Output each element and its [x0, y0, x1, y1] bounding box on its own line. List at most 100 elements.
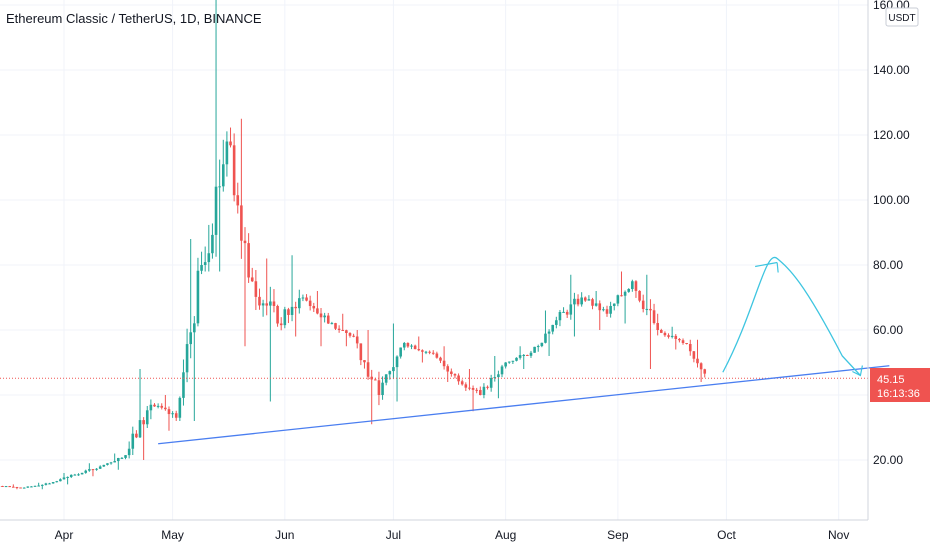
candle-body — [352, 335, 355, 337]
candle-body — [424, 351, 428, 353]
candle-body — [580, 297, 583, 305]
candle-body — [446, 366, 450, 372]
candle-body — [529, 352, 533, 356]
candle-body — [218, 186, 221, 188]
candle-body — [497, 374, 500, 378]
candle-body — [290, 306, 294, 315]
candle-body — [551, 324, 554, 332]
time-tick-label: Apr — [55, 528, 74, 542]
candle-body — [236, 195, 240, 206]
candle-body — [174, 413, 178, 418]
candle-body — [312, 306, 316, 309]
drawings — [0, 256, 890, 445]
candle-body — [269, 301, 272, 306]
candle-body — [475, 389, 478, 391]
candle-body — [102, 464, 106, 467]
candle-body — [602, 309, 605, 311]
currency-badge[interactable]: USDT — [885, 7, 919, 27]
candle-body — [366, 362, 370, 377]
candle-body — [98, 466, 102, 469]
candle-body — [515, 357, 518, 361]
candle-body — [355, 336, 359, 344]
candle-body — [421, 350, 424, 352]
candle-body — [193, 323, 196, 333]
candle-body — [301, 297, 305, 299]
candle-body — [247, 243, 250, 278]
time-tick-label: Oct — [717, 528, 736, 542]
candle-body — [583, 297, 587, 301]
candle-body — [471, 388, 475, 390]
time-axis[interactable]: Apr May Jun Jul Aug Sep Oct Nov — [55, 528, 850, 542]
candle-body — [345, 330, 348, 334]
candle-body — [609, 305, 612, 314]
candle-body — [276, 305, 279, 324]
price-tick-label: 80.00 — [873, 258, 903, 272]
candle-body — [678, 338, 681, 341]
candle-body — [641, 300, 645, 310]
candle-body — [623, 291, 627, 296]
candle-body — [573, 298, 576, 305]
candle-body — [377, 380, 381, 395]
arrow-head — [852, 365, 863, 377]
candle-body — [337, 328, 341, 330]
candle-body — [468, 387, 471, 389]
candle-body — [200, 265, 203, 271]
candle-body — [500, 366, 504, 375]
candle-body — [591, 299, 594, 306]
candle-body — [562, 311, 565, 313]
candle-body — [178, 397, 182, 418]
price-tick-label: 100.00 — [873, 193, 910, 207]
candle-body — [30, 486, 33, 488]
candle-body — [214, 186, 218, 235]
candle-body — [431, 352, 435, 354]
candle-body — [598, 303, 602, 311]
candle-body — [540, 342, 544, 347]
candle-body — [464, 384, 468, 388]
candle-body — [576, 298, 580, 305]
candle-body — [153, 404, 156, 407]
candle-body — [250, 277, 254, 282]
candle-body — [457, 375, 460, 382]
candle-body — [569, 304, 573, 315]
candle-body — [88, 469, 91, 471]
candle-body — [439, 357, 442, 361]
candle-body — [518, 355, 522, 358]
candle-body — [48, 483, 51, 485]
candle-body — [674, 335, 678, 339]
candle-body — [185, 344, 189, 373]
candle-body — [323, 315, 326, 318]
candle-body — [95, 468, 98, 470]
candle-body — [384, 374, 388, 383]
candle-body — [156, 405, 160, 407]
candle-body — [399, 347, 402, 357]
candle-body — [127, 448, 131, 456]
candle-body — [395, 356, 399, 368]
candle-body — [171, 413, 174, 415]
candle-body — [106, 463, 109, 465]
candle-body — [565, 311, 569, 315]
candle-body — [37, 485, 40, 487]
candle-body — [265, 303, 269, 306]
candle-body — [544, 333, 547, 343]
candle-body — [149, 404, 153, 411]
candle-body — [417, 349, 421, 351]
candle-body — [326, 315, 330, 324]
candle-body — [374, 379, 377, 381]
candle-body — [221, 164, 225, 187]
time-tick-label: Jun — [275, 528, 294, 542]
candle-body — [594, 303, 598, 306]
candle-body — [482, 386, 486, 395]
current-price-label: 45.15 — [877, 374, 905, 386]
candle-body — [681, 340, 685, 343]
candle-body — [587, 299, 591, 301]
candle-body — [692, 351, 696, 359]
candle-body — [410, 345, 413, 347]
candle-body — [207, 253, 211, 263]
candle-body — [363, 360, 366, 363]
candle-body — [142, 420, 145, 425]
candle-body — [261, 303, 265, 306]
candle-body — [135, 433, 138, 438]
candle-body — [66, 476, 69, 478]
candle-body — [605, 309, 609, 314]
